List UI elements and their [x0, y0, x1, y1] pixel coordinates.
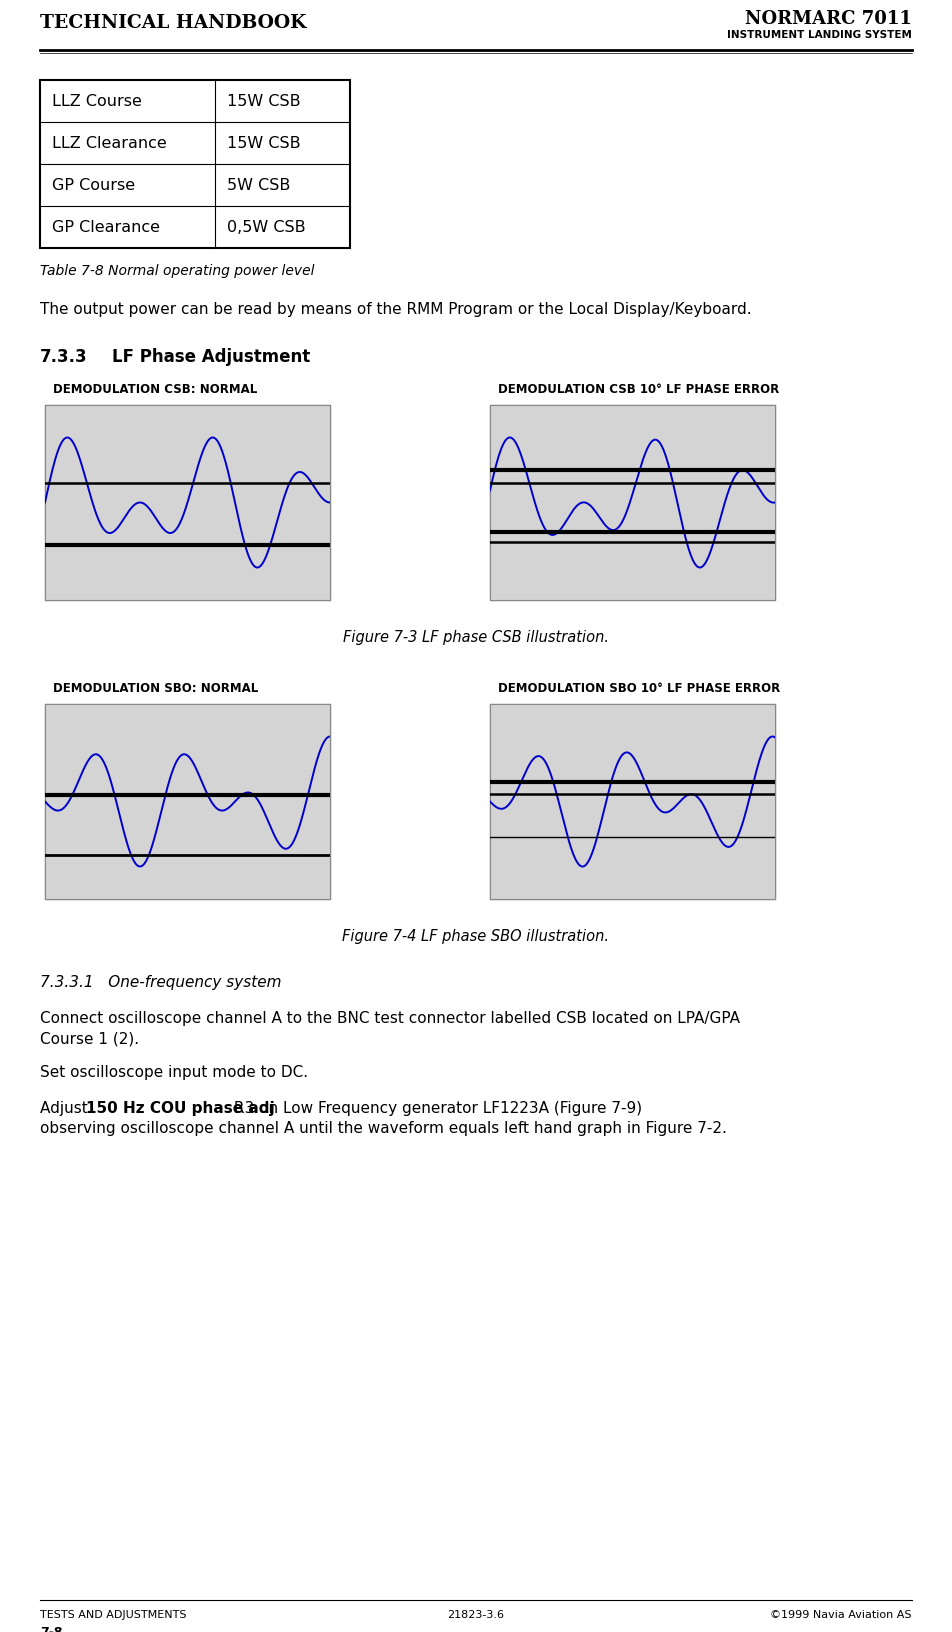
- Text: ©1999 Navia Aviation AS: ©1999 Navia Aviation AS: [770, 1611, 912, 1621]
- Text: TECHNICAL HANDBOOK: TECHNICAL HANDBOOK: [40, 15, 307, 33]
- Text: GP Course: GP Course: [52, 178, 135, 193]
- Text: Figure 7-4 LF phase SBO illustration.: Figure 7-4 LF phase SBO illustration.: [343, 929, 609, 943]
- Text: Set oscilloscope input mode to DC.: Set oscilloscope input mode to DC.: [40, 1066, 308, 1080]
- Text: 7.3.3.1   One-frequency system: 7.3.3.1 One-frequency system: [40, 974, 282, 991]
- Text: The output power can be read by means of the RMM Program or the Local Display/Ke: The output power can be read by means of…: [40, 302, 752, 317]
- Text: 15W CSB: 15W CSB: [227, 93, 301, 108]
- Text: 5W CSB: 5W CSB: [227, 178, 290, 193]
- Text: Connect oscilloscope channel A to the BNC test connector labelled CSB located on: Connect oscilloscope channel A to the BN…: [40, 1010, 740, 1027]
- Text: Course 1 (2).: Course 1 (2).: [40, 1031, 139, 1046]
- Text: 7.3.3: 7.3.3: [40, 348, 88, 366]
- Text: Table 7-8 Normal operating power level: Table 7-8 Normal operating power level: [40, 264, 314, 277]
- Text: R3 on Low Frequency generator LF1223A (Figure 7-9): R3 on Low Frequency generator LF1223A (F…: [229, 1102, 643, 1116]
- Text: observing oscilloscope channel A until the waveform equals left hand graph in Fi: observing oscilloscope channel A until t…: [40, 1121, 727, 1136]
- Bar: [490, 703, 775, 899]
- Text: LLZ Clearance: LLZ Clearance: [52, 135, 167, 150]
- Bar: [40, 80, 350, 248]
- Text: NORMARC 7011: NORMARC 7011: [745, 10, 912, 28]
- Bar: [490, 405, 775, 601]
- Text: LF Phase Adjustment: LF Phase Adjustment: [112, 348, 310, 366]
- Text: DEMODULATION CSB 10° LF PHASE ERROR: DEMODULATION CSB 10° LF PHASE ERROR: [498, 384, 780, 397]
- Text: 21823-3.6: 21823-3.6: [447, 1611, 505, 1621]
- Text: Adjust: Adjust: [40, 1102, 92, 1116]
- Text: DEMODULATION CSB: NORMAL: DEMODULATION CSB: NORMAL: [53, 384, 257, 397]
- Text: 7-8: 7-8: [40, 1625, 63, 1632]
- Text: GP Clearance: GP Clearance: [52, 219, 160, 235]
- Bar: [45, 703, 330, 899]
- Text: 150 Hz COU phase adj: 150 Hz COU phase adj: [86, 1102, 275, 1116]
- Text: 15W CSB: 15W CSB: [227, 135, 301, 150]
- Text: TESTS AND ADJUSTMENTS: TESTS AND ADJUSTMENTS: [40, 1611, 187, 1621]
- Text: LLZ Course: LLZ Course: [52, 93, 142, 108]
- Text: DEMODULATION SBO 10° LF PHASE ERROR: DEMODULATION SBO 10° LF PHASE ERROR: [498, 682, 781, 695]
- Text: DEMODULATION SBO: NORMAL: DEMODULATION SBO: NORMAL: [53, 682, 258, 695]
- Text: 0,5W CSB: 0,5W CSB: [227, 219, 306, 235]
- Text: Figure 7-3 LF phase CSB illustration.: Figure 7-3 LF phase CSB illustration.: [343, 630, 609, 645]
- Text: INSTRUMENT LANDING SYSTEM: INSTRUMENT LANDING SYSTEM: [727, 29, 912, 41]
- Bar: [45, 405, 330, 601]
